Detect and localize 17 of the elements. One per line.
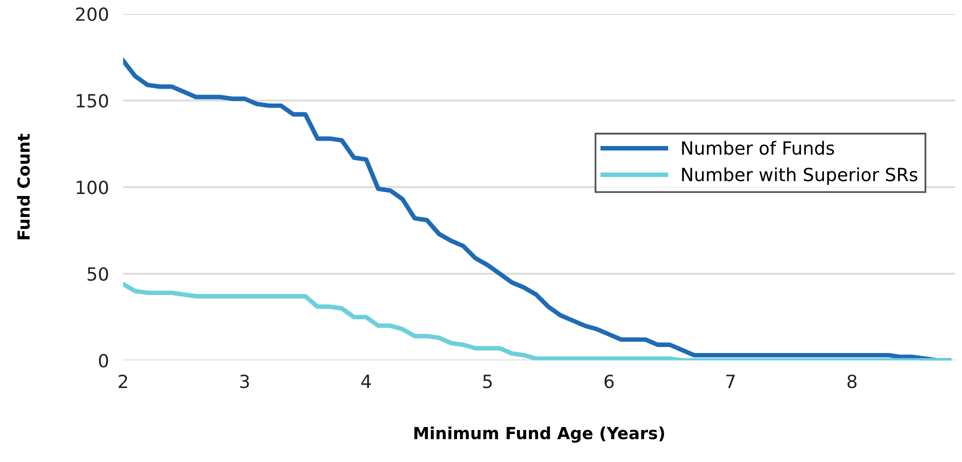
line-series bbox=[123, 282, 952, 360]
x-tick-label: 3 bbox=[240, 374, 249, 388]
x-tick-label: 7 bbox=[726, 374, 735, 388]
y-tick-label: 150 bbox=[76, 94, 108, 108]
x-axis-title: Minimum Fund Age (Years) bbox=[414, 426, 664, 443]
x-tick-label: 4 bbox=[361, 374, 371, 388]
x-tick-label: 6 bbox=[604, 374, 614, 388]
y-tick-label: 100 bbox=[76, 180, 108, 194]
y-tick-label: 0 bbox=[98, 354, 108, 368]
x-tick-label: 5 bbox=[483, 374, 492, 388]
legend-label: Number of Funds bbox=[682, 140, 834, 155]
y-tick-label: 50 bbox=[88, 267, 108, 281]
x-tick-label: 2 bbox=[118, 374, 128, 388]
y-axis-title: Fund Count bbox=[16, 134, 30, 240]
y-tick-label: 200 bbox=[76, 7, 108, 21]
x-tick-label: 8 bbox=[847, 374, 857, 388]
legend-label: Number with Superior SRs bbox=[682, 167, 918, 185]
